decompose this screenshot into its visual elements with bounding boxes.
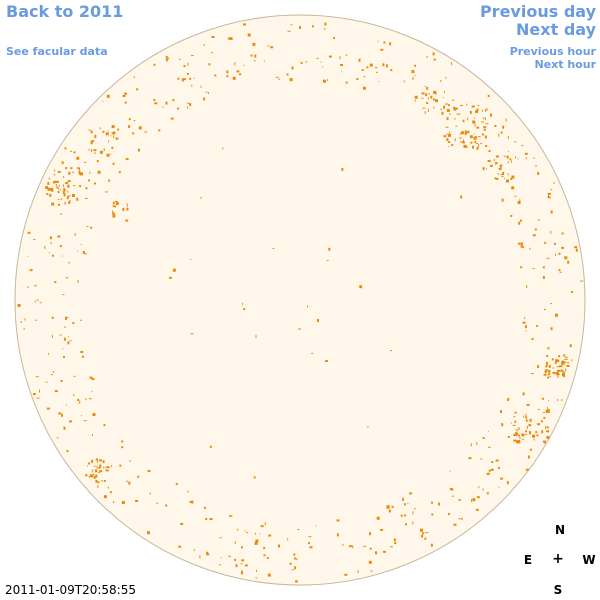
solar-disk — [14, 14, 586, 586]
compass-north: N — [554, 523, 566, 537]
previous-hour-link[interactable]: Previous hour — [509, 45, 596, 58]
next-day-link[interactable]: Next day — [516, 20, 596, 39]
compass-west: W — [582, 553, 596, 567]
previous-day-link[interactable]: Previous day — [479, 2, 596, 21]
compass-south: S — [553, 583, 563, 597]
back-to-year-link[interactable]: Back to 2011 — [6, 2, 124, 21]
next-hour-link[interactable]: Next hour — [534, 58, 597, 71]
compass-center: + — [552, 551, 564, 567]
facular-points — [17, 22, 584, 583]
compass-east: E — [523, 553, 533, 567]
see-facular-data-link[interactable]: See facular data — [6, 45, 108, 58]
observation-timestamp: 2011-01-09T20:58:55 — [5, 583, 136, 597]
